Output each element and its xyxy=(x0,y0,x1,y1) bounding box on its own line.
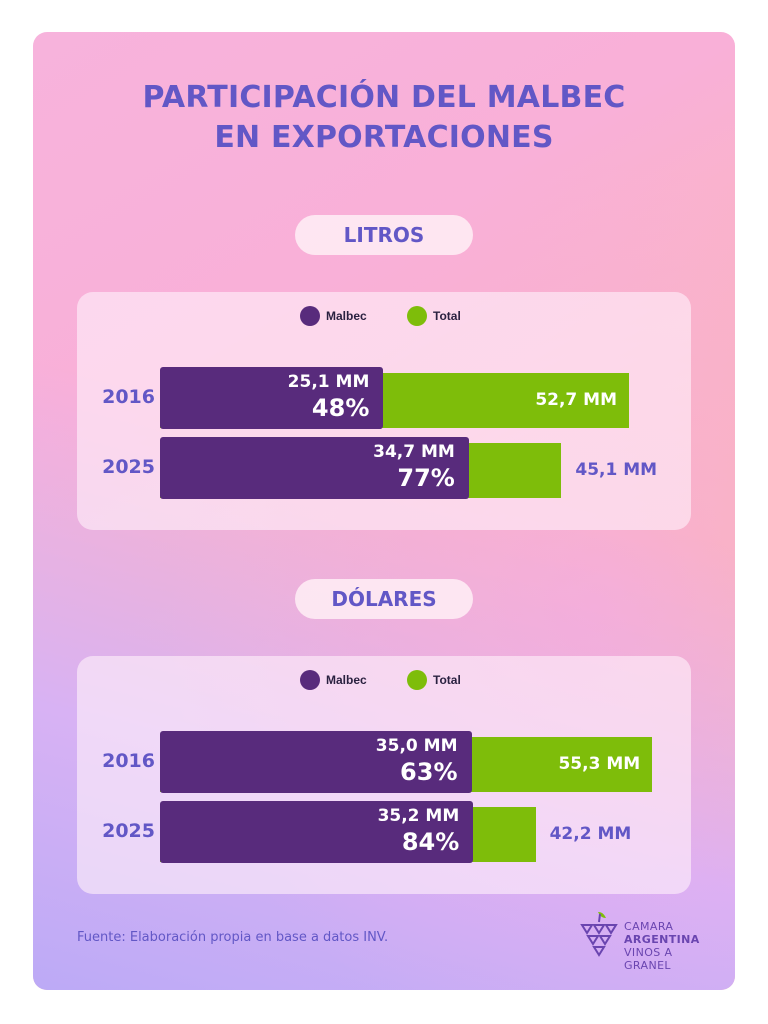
percent-label-malbec-2025: 77% xyxy=(397,464,455,492)
percent-label-malbec-2025: 84% xyxy=(401,828,460,856)
category-label-2016: 2016 xyxy=(102,750,155,772)
logo-line-2: ARGENTINA xyxy=(624,933,700,946)
chart-panel-dolares: Malbec Total 2016 35,0 MM 63% 55,3 MM 2025 35… xyxy=(77,656,691,894)
data-label-total-2016: 55,3 MM xyxy=(558,754,641,774)
legend-swatch-malbec xyxy=(300,306,320,326)
data-label-malbec-2025: 34,7 MM xyxy=(373,442,455,462)
page-title: PARTICIPACIÓN DEL MALBEC EN EXPORTACIONE… xyxy=(33,78,735,158)
bar-malbec-2016: 35,0 MM 63% xyxy=(160,731,472,793)
legend-label-total: Total xyxy=(433,309,461,323)
section-label-litros: LITROS xyxy=(295,215,473,255)
legend-item-malbec: Malbec xyxy=(300,670,367,690)
legend-swatch-total xyxy=(407,306,427,326)
title-line-1: PARTICIPACIÓN DEL MALBEC xyxy=(142,80,626,115)
category-label-2016: 2016 xyxy=(102,386,155,408)
legend-item-total: Total xyxy=(407,670,461,690)
legend-swatch-total xyxy=(407,670,427,690)
chart-panel-litros: Malbec Total 2016 25,1 MM 48% 52,7 MM 2025 34… xyxy=(77,292,691,530)
data-label-malbec-2016: 25,1 MM xyxy=(287,372,370,392)
source-note: Fuente: Elaboración propia en base a dat… xyxy=(77,930,389,945)
data-label-total-2025: 45,1 MM xyxy=(575,460,658,480)
percent-label-malbec-2016: 63% xyxy=(400,758,458,786)
logo-text: CAMARA ARGENTINA VINOS A GRANEL xyxy=(624,920,720,972)
data-label-malbec-2016: 35,0 MM xyxy=(375,736,458,756)
legend: Malbec Total xyxy=(77,306,691,326)
logo-line-3: VINOS A GRANEL xyxy=(624,946,673,972)
legend-item-malbec: Malbec xyxy=(300,306,367,326)
legend-item-total: Total xyxy=(407,306,461,326)
bar-malbec-2016: 25,1 MM 48% xyxy=(160,367,384,429)
logo-line-1: CAMARA xyxy=(624,920,674,933)
infographic-card: PARTICIPACIÓN DEL MALBEC EN EXPORTACIONE… xyxy=(33,32,735,990)
logo: CAMARA ARGENTINA VINOS A GRANEL xyxy=(580,910,720,972)
legend-label-total: Total xyxy=(433,673,461,687)
category-label-2025: 2025 xyxy=(102,456,155,478)
legend-label-malbec: Malbec xyxy=(326,309,367,323)
legend-label-malbec: Malbec xyxy=(326,673,367,687)
bar-malbec-2025: 34,7 MM 77% xyxy=(160,437,469,499)
category-label-2025: 2025 xyxy=(102,820,155,842)
section-label-dolares: DÓLARES xyxy=(295,579,473,619)
percent-label-malbec-2016: 48% xyxy=(311,394,370,422)
legend: Malbec Total xyxy=(77,670,691,690)
data-label-total-2016: 52,7 MM xyxy=(535,390,618,410)
data-label-malbec-2025: 35,2 MM xyxy=(377,806,460,826)
legend-swatch-malbec xyxy=(300,670,320,690)
data-label-total-2025: 42,2 MM xyxy=(549,824,632,844)
title-line-2: EN EXPORTACIONES xyxy=(214,120,554,155)
grape-cluster-icon xyxy=(580,912,618,957)
bar-malbec-2025: 35,2 MM 84% xyxy=(160,801,474,863)
